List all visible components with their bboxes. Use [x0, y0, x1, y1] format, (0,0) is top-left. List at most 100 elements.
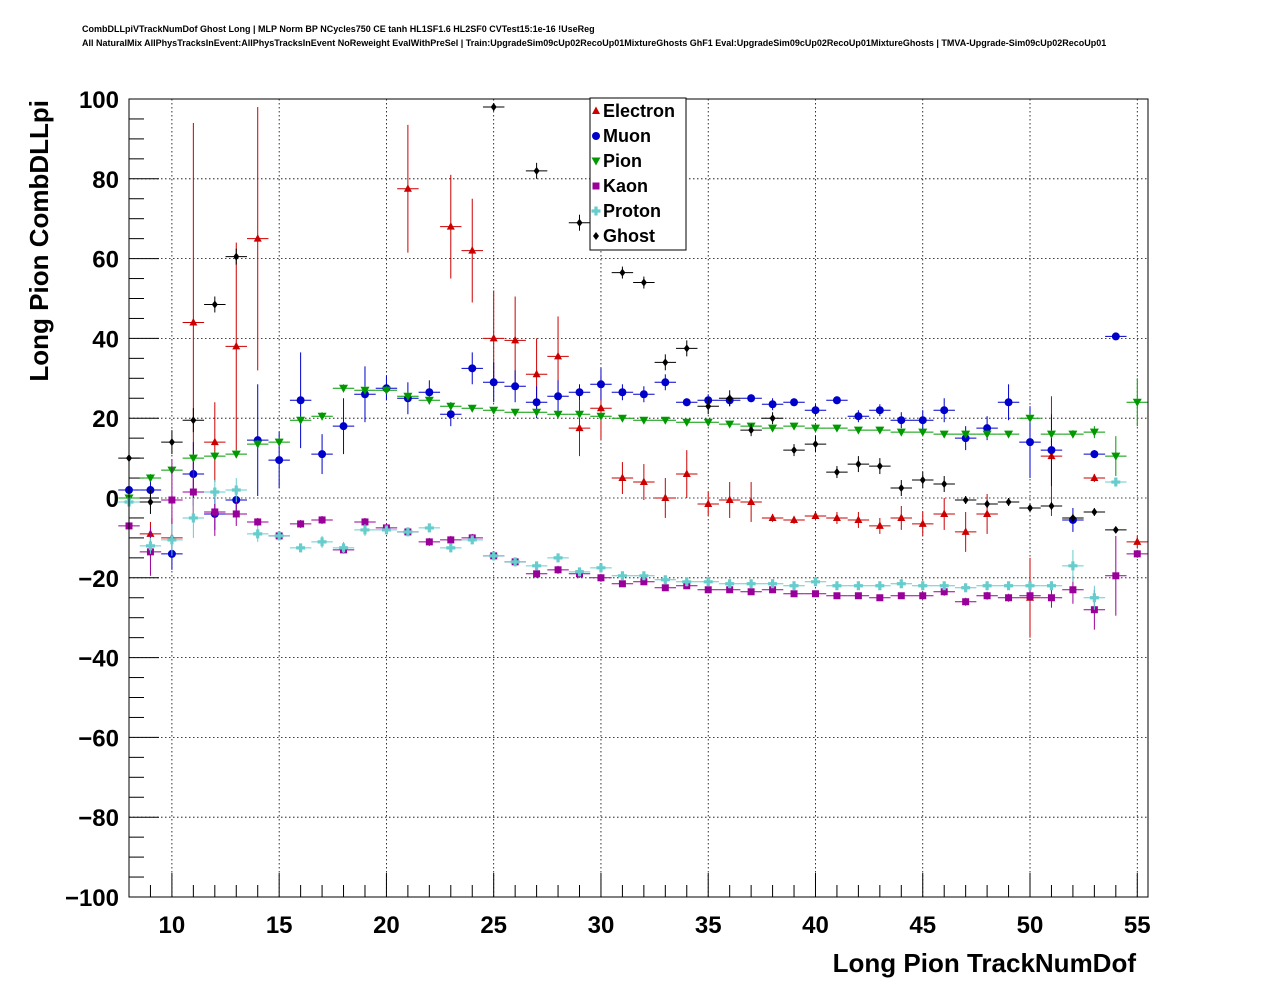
muon-point: [983, 424, 992, 433]
y-tick-label: −100: [65, 885, 119, 912]
pion-point: [403, 392, 413, 401]
y-tick-label: 20: [92, 406, 119, 433]
pion-point: [296, 416, 306, 425]
pion-point: [982, 430, 992, 439]
pion-point: [532, 408, 542, 417]
proton-point: [1025, 581, 1035, 591]
pion-point: [918, 428, 928, 437]
legend: Electron Muon Pion Kaon Proton Ghost: [589, 97, 687, 251]
kaon-point: [1133, 550, 1141, 558]
proton-point: [596, 563, 606, 573]
legend-label-proton: Proton: [603, 201, 661, 221]
muon-point: [511, 382, 520, 391]
muon-point: [1004, 398, 1013, 407]
electron-point: [918, 519, 927, 527]
muon-point: [639, 390, 648, 399]
legend-label-ghost: Ghost: [603, 226, 655, 246]
muon-point: [554, 392, 563, 401]
electron-point: [639, 477, 648, 486]
ghost-point: [984, 499, 991, 508]
ghost-point: [168, 438, 175, 447]
ghost-point: [1112, 525, 1119, 534]
kaon-point: [726, 586, 734, 594]
proton-point: [1004, 581, 1014, 591]
electron-point: [189, 317, 198, 326]
legend-marker-muon: [592, 132, 600, 140]
muon-point: [618, 388, 627, 397]
kaon-point: [211, 508, 219, 516]
pion-point: [1068, 430, 1078, 439]
muon-point: [275, 456, 284, 465]
proton-point: [660, 575, 670, 585]
ghost-point: [211, 300, 218, 309]
legend-marker-proton: [591, 206, 601, 216]
ghost-point: [147, 497, 154, 506]
kaon-point: [533, 570, 541, 578]
proton-point: [188, 513, 198, 523]
ghost-point: [705, 402, 712, 411]
kaon-point: [1069, 586, 1077, 594]
series-proton: [118, 477, 1127, 610]
muon-point: [897, 416, 906, 425]
muon-point: [1090, 450, 1099, 459]
muon-point: [811, 406, 820, 415]
electron-point: [403, 184, 412, 192]
pion-point: [489, 406, 499, 415]
pion-point: [339, 384, 349, 393]
pion-point: [467, 404, 477, 413]
electron-point: [768, 513, 777, 521]
ghost-point: [233, 252, 240, 261]
legend-box: [589, 97, 687, 251]
muon-point: [446, 410, 455, 419]
pion-point: [231, 450, 241, 459]
kaon-point: [1112, 572, 1120, 580]
pion-point: [210, 452, 220, 461]
ghost-point: [855, 460, 862, 469]
pion-point: [1004, 430, 1014, 439]
x-tick-label: 55: [1124, 912, 1151, 939]
pion-point: [725, 420, 735, 429]
kaon-point: [833, 592, 841, 600]
muon-point: [918, 416, 927, 425]
ghost-point: [876, 462, 883, 471]
y-tick-label: 60: [92, 247, 119, 274]
electron-point: [489, 333, 498, 342]
pion-point: [596, 412, 606, 421]
pion-point: [639, 416, 649, 425]
ghost-point: [683, 344, 690, 353]
proton-point: [939, 581, 949, 591]
electron-point: [725, 495, 734, 503]
pion-point: [381, 386, 391, 395]
legend-label-electron: Electron: [603, 101, 675, 121]
axis-ticks: 10 15 20 25 30 35 40 45 50 55 −100 −80 −60 −40 −20 0 20 4…: [65, 87, 1151, 939]
muon-point: [318, 450, 327, 459]
x-tick-label: 40: [802, 912, 829, 939]
muon-point: [575, 388, 584, 397]
y-tick-label: −20: [78, 566, 119, 593]
electron-point: [854, 515, 863, 523]
ghost-point: [791, 446, 798, 455]
electron-point: [983, 509, 992, 517]
series-ghost: [118, 102, 1127, 534]
kaon-point: [747, 588, 755, 596]
legend-marker-pion: [591, 157, 601, 166]
y-tick-label: −60: [78, 725, 119, 752]
electron-point: [575, 423, 584, 432]
kaon-point: [447, 536, 455, 544]
x-tick-label: 50: [1017, 912, 1044, 939]
pion-point: [188, 454, 198, 463]
muon-point: [875, 406, 884, 415]
electron-point: [232, 341, 241, 350]
kaon-point: [876, 594, 884, 602]
ghost-point: [1048, 501, 1055, 510]
series-kaon: [118, 460, 1148, 630]
kaon-point: [962, 598, 970, 606]
proton-point: [553, 553, 563, 563]
muon-point: [1047, 446, 1056, 455]
y-tick-label: 100: [79, 87, 119, 114]
proton-point: [617, 571, 627, 581]
y-axis-title: Long Pion CombDLLpi: [24, 100, 54, 382]
muon-point: [854, 412, 863, 421]
electron-point: [1133, 537, 1142, 545]
proton-point: [875, 581, 885, 591]
